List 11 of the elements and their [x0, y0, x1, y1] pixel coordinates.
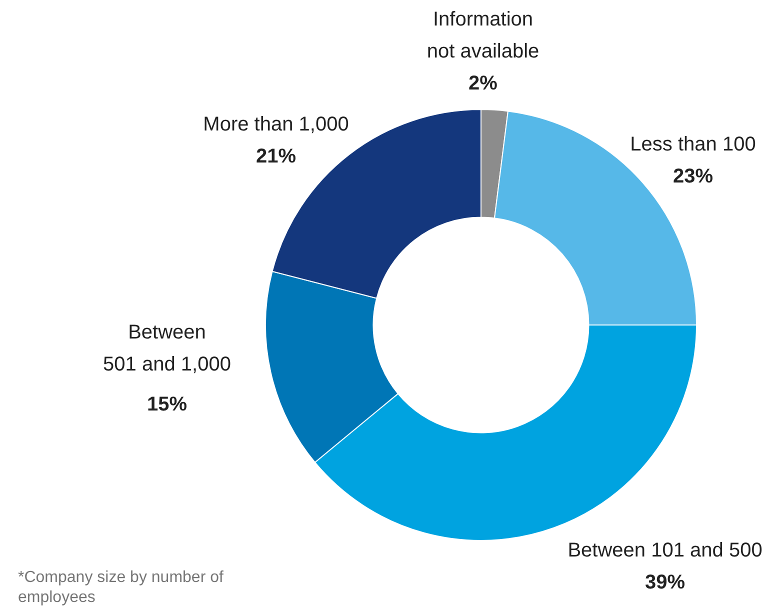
data-label: 39%: [644, 572, 686, 594]
slice-label: Between 101 and 500: [568, 540, 762, 562]
slice-label: Information not available: [426, 8, 540, 63]
data-label: 23%: [672, 166, 714, 188]
slice-label: More than 1,000: [203, 114, 349, 136]
text: *Company size by number of employees: [18, 568, 224, 608]
slice-label: Between 501 and 1,000: [103, 322, 231, 376]
slice-label: Less than 100: [630, 134, 756, 156]
data-label: 2%: [468, 72, 498, 95]
data-label: 15%: [146, 394, 188, 416]
data-label: 21%: [256, 146, 296, 168]
